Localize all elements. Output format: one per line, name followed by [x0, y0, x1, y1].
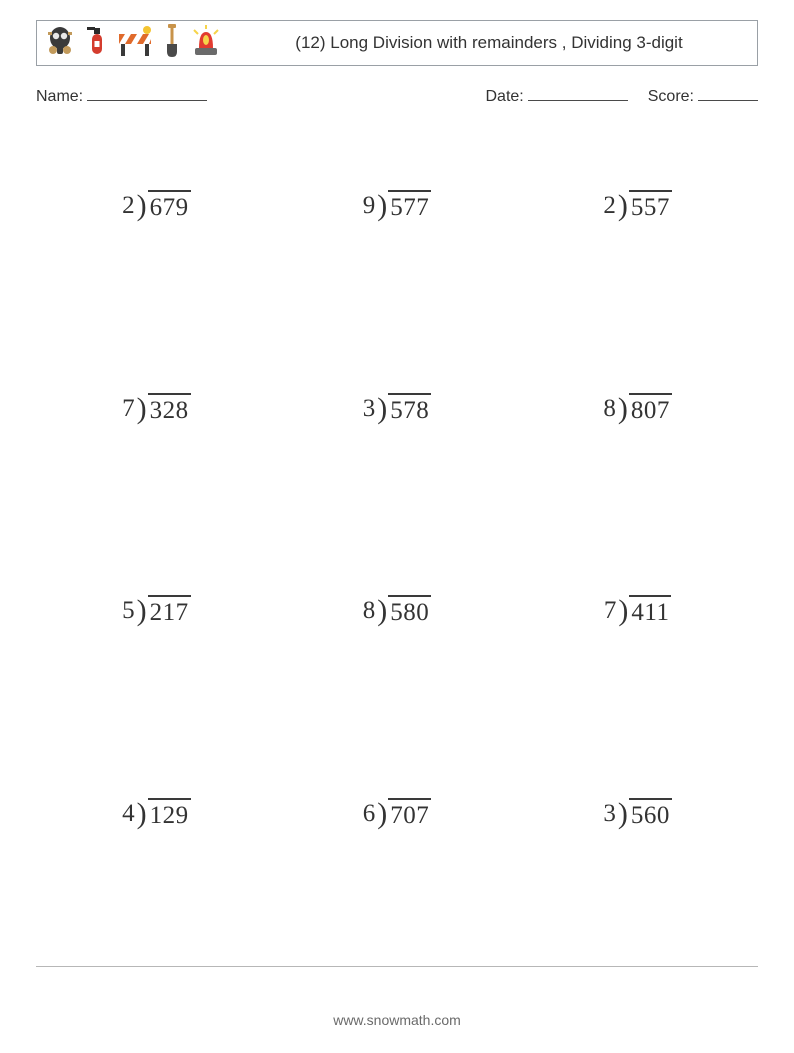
- problem: 6)707: [277, 758, 518, 961]
- date-label: Date:: [486, 88, 524, 105]
- long-division: 7)328: [122, 393, 191, 425]
- divisor: 9: [363, 190, 376, 220]
- dividend: 557: [629, 190, 672, 222]
- name-blank[interactable]: [87, 100, 207, 101]
- division-bracket: ): [616, 193, 629, 218]
- division-bracket: ): [616, 598, 629, 623]
- division-bracket: ): [135, 193, 148, 218]
- meta-row: Name: Date: Score:: [36, 88, 758, 106]
- long-division: 8)807: [603, 393, 672, 425]
- long-division: 9)577: [363, 190, 432, 222]
- long-division: 8)580: [363, 595, 432, 627]
- dividend: 411: [629, 595, 671, 627]
- dividend: 679: [148, 190, 191, 222]
- division-bracket: ): [135, 598, 148, 623]
- score-field: Score:: [648, 88, 758, 106]
- divisor: 4: [122, 798, 135, 828]
- long-division: 7)411: [604, 595, 672, 627]
- division-bracket: ): [375, 193, 388, 218]
- divisor: 2: [122, 190, 135, 220]
- problem: 2)557: [517, 150, 758, 353]
- divisor: 6: [363, 798, 376, 828]
- divisor: 7: [122, 393, 135, 423]
- worksheet-title: (12) Long Division with remainders , Div…: [221, 21, 757, 65]
- date-field: Date:: [486, 88, 628, 106]
- worksheet-page: (12) Long Division with remainders , Div…: [0, 0, 794, 1053]
- problem: 5)217: [36, 555, 277, 758]
- dividend: 580: [388, 595, 431, 627]
- divisor: 2: [603, 190, 616, 220]
- bottom-rule: [36, 966, 758, 967]
- long-division: 2)557: [603, 190, 672, 222]
- problem: 7)411: [517, 555, 758, 758]
- problem: 8)807: [517, 353, 758, 556]
- long-division: 6)707: [363, 798, 432, 830]
- score-label: Score:: [648, 88, 694, 105]
- problem: 3)578: [277, 353, 518, 556]
- problem: 7)328: [36, 353, 277, 556]
- dividend: 578: [388, 393, 431, 425]
- dividend: 217: [148, 595, 191, 627]
- long-division: 4)129: [122, 798, 191, 830]
- siren-icon: [191, 24, 221, 63]
- barrier-icon: [117, 24, 153, 63]
- dividend: 328: [148, 393, 191, 425]
- header-box: (12) Long Division with remainders , Div…: [36, 20, 758, 66]
- fire-extinguisher-icon: [85, 24, 107, 63]
- division-bracket: ): [375, 801, 388, 826]
- problem: 9)577: [277, 150, 518, 353]
- name-field: Name:: [36, 88, 207, 106]
- problem: 4)129: [36, 758, 277, 961]
- dividend: 560: [629, 798, 672, 830]
- dividend: 577: [388, 190, 431, 222]
- problem: 8)580: [277, 555, 518, 758]
- footer-link[interactable]: www.snowmath.com: [0, 1012, 794, 1028]
- problem: 2)679: [36, 150, 277, 353]
- shovel-icon: [163, 24, 181, 63]
- gas-mask-icon: [45, 24, 75, 63]
- divisor: 8: [603, 393, 616, 423]
- long-division: 2)679: [122, 190, 191, 222]
- divisor: 8: [363, 595, 376, 625]
- divisor: 3: [603, 798, 616, 828]
- dividend: 807: [629, 393, 672, 425]
- division-bracket: ): [135, 801, 148, 826]
- dividend: 129: [148, 798, 191, 830]
- header-icons: [37, 21, 221, 65]
- division-bracket: ): [375, 598, 388, 623]
- date-blank[interactable]: [528, 100, 628, 101]
- problem: 3)560: [517, 758, 758, 961]
- long-division: 3)560: [603, 798, 672, 830]
- score-blank[interactable]: [698, 100, 758, 101]
- long-division: 5)217: [122, 595, 191, 627]
- problems-grid: 2)6799)5772)5577)3283)5788)8075)2178)580…: [36, 150, 758, 960]
- long-division: 3)578: [363, 393, 432, 425]
- divisor: 3: [363, 393, 376, 423]
- division-bracket: ): [616, 801, 629, 826]
- dividend: 707: [388, 798, 431, 830]
- division-bracket: ): [375, 396, 388, 421]
- name-label: Name:: [36, 88, 83, 105]
- divisor: 7: [604, 595, 617, 625]
- division-bracket: ): [135, 396, 148, 421]
- division-bracket: ): [616, 396, 629, 421]
- divisor: 5: [122, 595, 135, 625]
